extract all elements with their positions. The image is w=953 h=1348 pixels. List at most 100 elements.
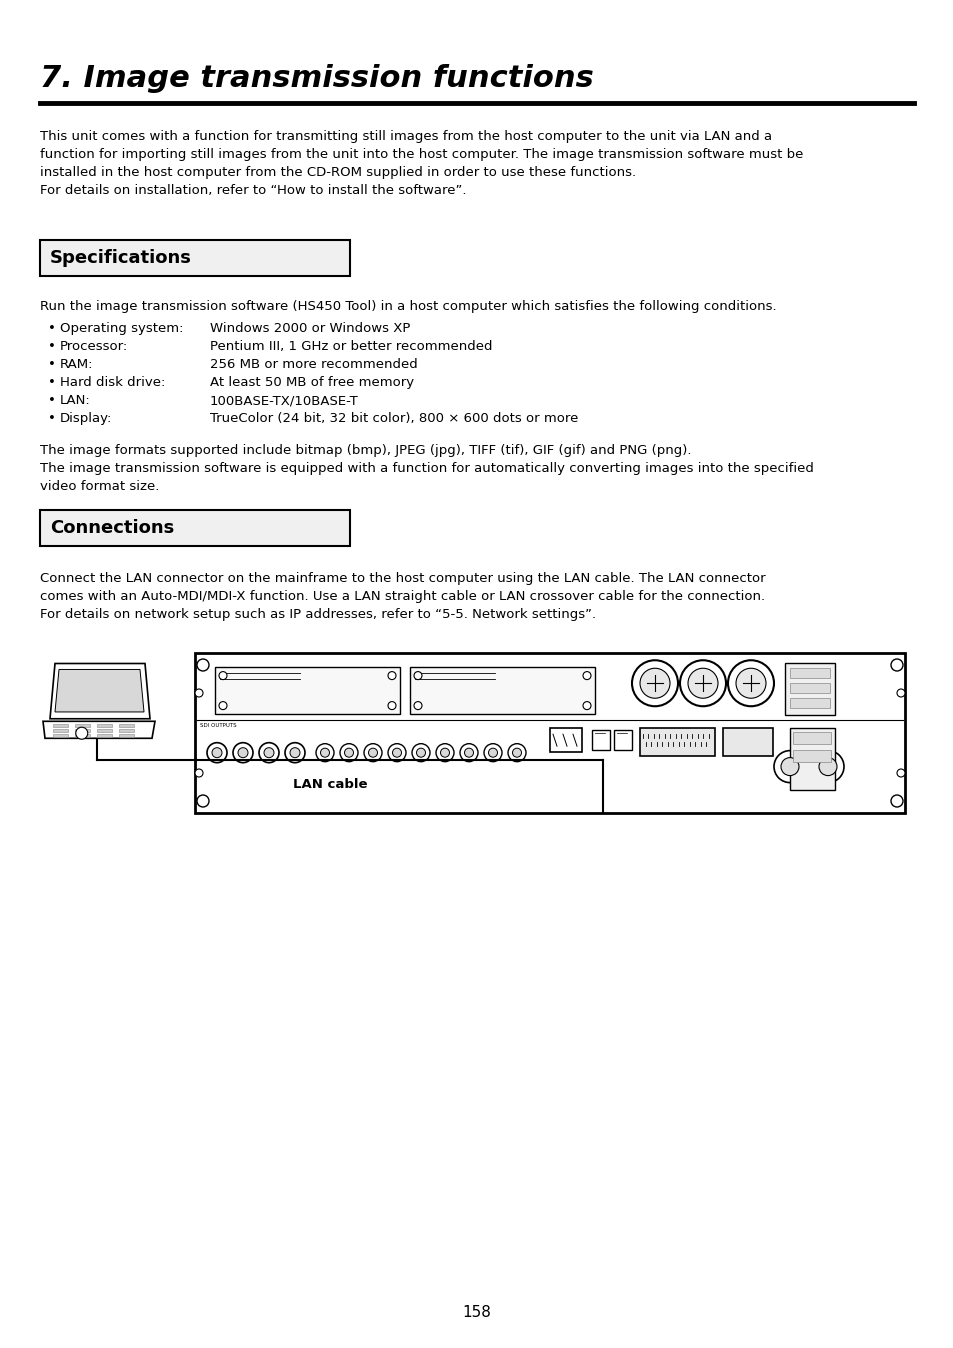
Bar	[75, 729, 90, 732]
Circle shape	[207, 743, 227, 763]
Polygon shape	[50, 663, 150, 718]
Bar	[194, 652, 904, 813]
Circle shape	[811, 751, 843, 783]
Circle shape	[582, 671, 590, 679]
Circle shape	[512, 748, 521, 758]
Circle shape	[818, 758, 836, 775]
Bar	[789, 669, 829, 678]
Text: installed in the host computer from the CD-ROM supplied in order to use these fu: installed in the host computer from the …	[40, 166, 636, 179]
Circle shape	[631, 661, 678, 706]
Text: This unit comes with a function for transmitting still images from the host comp: This unit comes with a function for tran…	[40, 129, 771, 143]
Circle shape	[233, 743, 253, 763]
Circle shape	[290, 748, 299, 758]
Text: LAN:: LAN:	[60, 394, 91, 407]
Text: For details on network setup such as IP addresses, refer to “5-5. Network settin: For details on network setup such as IP …	[40, 608, 596, 621]
Circle shape	[687, 669, 718, 698]
Bar	[75, 733, 90, 737]
Text: •: •	[48, 376, 56, 390]
Bar	[119, 733, 133, 737]
Bar	[789, 698, 829, 708]
Text: The image transmission software is equipped with a function for automatically co: The image transmission software is equip…	[40, 462, 813, 474]
Circle shape	[388, 671, 395, 679]
Bar	[614, 731, 631, 751]
Circle shape	[890, 659, 902, 671]
Circle shape	[364, 744, 381, 762]
Bar	[119, 729, 133, 732]
Circle shape	[679, 661, 725, 706]
Text: Connections: Connections	[50, 519, 174, 537]
Circle shape	[735, 669, 765, 698]
Bar	[550, 728, 581, 752]
Text: •: •	[48, 340, 56, 353]
Text: •: •	[48, 359, 56, 371]
Text: Hard disk drive:: Hard disk drive:	[60, 376, 165, 390]
Circle shape	[414, 671, 421, 679]
Circle shape	[414, 701, 421, 709]
Bar	[792, 732, 830, 744]
Text: Specifications: Specifications	[50, 249, 192, 267]
Bar	[97, 724, 112, 728]
Bar	[53, 733, 68, 737]
Text: Connect the LAN connector on the mainframe to the host computer using the LAN ca: Connect the LAN connector on the mainfra…	[40, 572, 765, 585]
Circle shape	[488, 748, 497, 758]
Bar	[792, 751, 830, 762]
Circle shape	[315, 744, 334, 762]
Circle shape	[237, 748, 248, 758]
Text: 7. Image transmission functions: 7. Image transmission functions	[40, 63, 593, 93]
Text: Windows 2000 or Windows XP: Windows 2000 or Windows XP	[210, 322, 410, 336]
Circle shape	[258, 743, 278, 763]
Bar	[75, 724, 90, 728]
Circle shape	[727, 661, 773, 706]
Circle shape	[196, 659, 209, 671]
Circle shape	[196, 795, 209, 807]
Circle shape	[639, 669, 669, 698]
Bar	[53, 729, 68, 732]
Text: •: •	[48, 412, 56, 425]
Bar	[119, 724, 133, 728]
Circle shape	[440, 748, 449, 758]
Circle shape	[464, 748, 473, 758]
Circle shape	[773, 751, 805, 783]
Text: comes with an Auto-MDI/MDI-X function. Use a LAN straight cable or LAN crossover: comes with an Auto-MDI/MDI-X function. U…	[40, 590, 764, 603]
Bar	[97, 733, 112, 737]
Circle shape	[459, 744, 477, 762]
Circle shape	[194, 689, 203, 697]
Circle shape	[264, 748, 274, 758]
Circle shape	[388, 701, 395, 709]
Text: video format size.: video format size.	[40, 480, 159, 493]
Bar	[789, 728, 834, 790]
Polygon shape	[43, 721, 154, 739]
Circle shape	[285, 743, 305, 763]
Bar	[789, 683, 829, 693]
Text: RAM:: RAM:	[60, 359, 93, 371]
Bar	[40, 510, 350, 546]
Circle shape	[339, 744, 357, 762]
Circle shape	[212, 748, 222, 758]
Text: Run the image transmission software (HS450 Tool) in a host computer which satisf: Run the image transmission software (HS4…	[40, 301, 776, 313]
Circle shape	[344, 748, 354, 758]
Circle shape	[412, 744, 430, 762]
Text: Operating system:: Operating system:	[60, 322, 183, 336]
Text: Display:: Display:	[60, 412, 112, 425]
Text: 158: 158	[462, 1305, 491, 1320]
Circle shape	[219, 701, 227, 709]
Circle shape	[194, 768, 203, 776]
Bar	[592, 731, 609, 751]
Circle shape	[392, 748, 401, 758]
Text: TrueColor (24 bit, 32 bit color), 800 × 600 dots or more: TrueColor (24 bit, 32 bit color), 800 × …	[210, 412, 578, 425]
Circle shape	[219, 671, 227, 679]
Text: At least 50 MB of free memory: At least 50 MB of free memory	[210, 376, 414, 390]
Bar	[722, 728, 772, 756]
Circle shape	[781, 758, 799, 775]
Circle shape	[896, 768, 904, 776]
Circle shape	[896, 689, 904, 697]
Polygon shape	[55, 670, 144, 712]
Text: •: •	[48, 394, 56, 407]
Text: •: •	[48, 322, 56, 336]
Circle shape	[890, 795, 902, 807]
Circle shape	[416, 748, 425, 758]
Bar	[784, 663, 834, 716]
Circle shape	[388, 744, 406, 762]
Text: 256 MB or more recommended: 256 MB or more recommended	[210, 359, 417, 371]
Text: Pentium III, 1 GHz or better recommended: Pentium III, 1 GHz or better recommended	[210, 340, 492, 353]
